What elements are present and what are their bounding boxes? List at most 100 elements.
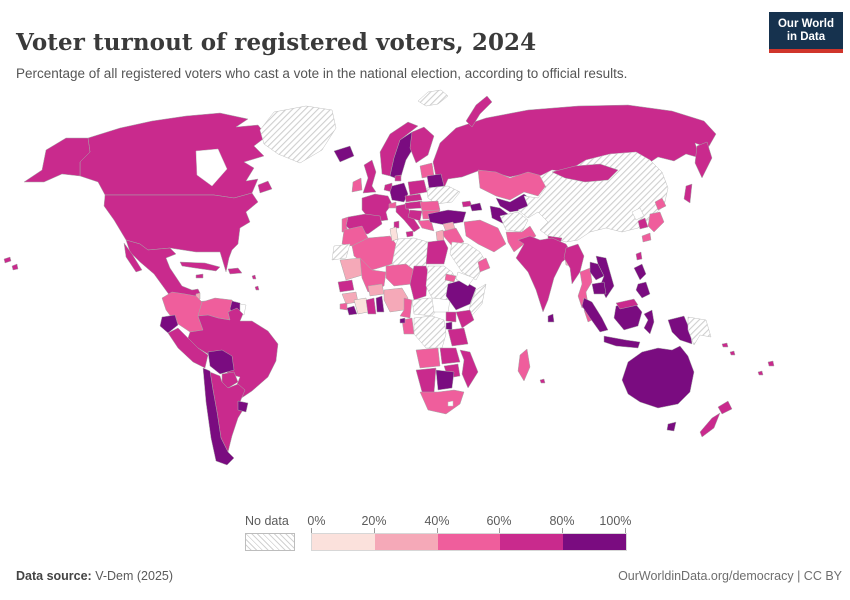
country-indonesia-sulawesi[interactable] xyxy=(643,309,655,335)
country-mauritius[interactable] xyxy=(539,378,546,384)
country-ecuador[interactable] xyxy=(159,314,179,334)
legend-bin-20-40%[interactable] xyxy=(374,534,438,550)
country-rwanda-burundi[interactable] xyxy=(445,321,453,331)
country-madagascar[interactable] xyxy=(517,348,531,382)
country-uk[interactable] xyxy=(362,159,377,194)
country-uruguay[interactable] xyxy=(237,400,249,413)
country-peru[interactable] xyxy=(167,327,209,369)
no-data-swatch[interactable] xyxy=(245,533,295,551)
country-zambia[interactable] xyxy=(439,347,461,365)
country-new-zealand[interactable] xyxy=(699,400,733,438)
owid-url-license-link[interactable]: OurWorldinData.org/democracy | CC BY xyxy=(618,569,842,583)
legend-bin-40-60%[interactable] xyxy=(437,534,501,550)
country-south-sudan[interactable] xyxy=(431,297,451,313)
country-iraq[interactable] xyxy=(439,227,465,247)
country-cameroon[interactable] xyxy=(399,297,413,319)
country-kazakhstan[interactable] xyxy=(477,169,547,201)
country-mexico[interactable] xyxy=(125,239,201,301)
country-iran[interactable] xyxy=(463,219,507,253)
country-china[interactable] xyxy=(517,151,669,243)
legend-bin-0-20%[interactable] xyxy=(312,534,375,550)
country-vanuatu-fiji[interactable] xyxy=(757,360,775,376)
country-canada[interactable] xyxy=(79,112,268,199)
country-indonesia-java[interactable] xyxy=(603,335,641,349)
country-eritrea[interactable] xyxy=(444,273,457,283)
country-dr-congo[interactable] xyxy=(413,315,447,349)
country-novaya-zemlya[interactable] xyxy=(465,95,493,128)
country-tanzania[interactable] xyxy=(447,327,469,347)
country-czech-slovakia[interactable] xyxy=(404,193,423,203)
country-denmark[interactable] xyxy=(394,174,402,182)
country-yemen[interactable] xyxy=(455,271,475,287)
country-liberia[interactable] xyxy=(346,305,358,316)
country-usa[interactable] xyxy=(103,192,259,273)
country-lesser-antilles[interactable] xyxy=(251,274,260,291)
country-sardinia[interactable] xyxy=(393,220,400,229)
country-namibia[interactable] xyxy=(415,367,437,395)
country-tasmania[interactable] xyxy=(666,421,677,432)
legend-bin-60-80%[interactable] xyxy=(500,534,564,550)
country-afghanistan[interactable] xyxy=(499,211,529,233)
country-kenya[interactable] xyxy=(455,309,475,329)
owid-logo[interactable]: Our World in Data xyxy=(768,12,843,53)
country-greenland[interactable] xyxy=(259,105,337,164)
country-western-sahara[interactable] xyxy=(331,243,351,261)
country-equatorial-guinea[interactable] xyxy=(399,317,406,324)
country-south-africa[interactable] xyxy=(419,389,465,415)
country-russia-sakhalin[interactable] xyxy=(683,183,693,204)
country-newfoundland[interactable] xyxy=(257,180,273,194)
country-burkina-faso[interactable] xyxy=(367,283,385,297)
country-senegal[interactable] xyxy=(337,279,355,293)
country-ukraine[interactable] xyxy=(426,185,461,205)
country-hawaii[interactable] xyxy=(3,256,19,271)
country-svalbard[interactable] xyxy=(417,89,449,107)
country-south-korea[interactable] xyxy=(637,217,649,230)
country-togo-benin[interactable] xyxy=(375,295,385,313)
country-bolivia[interactable] xyxy=(207,349,235,375)
country-somalia[interactable] xyxy=(467,283,487,321)
country-iceland[interactable] xyxy=(333,145,355,163)
country-poland[interactable] xyxy=(407,179,428,196)
country-chile[interactable] xyxy=(202,367,235,466)
country-solomon-islands[interactable] xyxy=(721,342,736,356)
country-sri-lanka[interactable] xyxy=(547,313,555,323)
country-niger[interactable] xyxy=(385,263,415,287)
country-ireland[interactable] xyxy=(351,177,363,193)
country-brazil[interactable] xyxy=(187,307,279,400)
country-japan[interactable] xyxy=(641,197,667,243)
country-cuba[interactable] xyxy=(179,261,221,272)
country-mali[interactable] xyxy=(359,257,387,293)
country-egypt[interactable] xyxy=(425,239,449,265)
country-malaysia-borneo[interactable] xyxy=(615,298,639,310)
country-lesotho[interactable] xyxy=(447,400,454,407)
country-azerbaijan[interactable] xyxy=(469,202,483,212)
country-ghana[interactable] xyxy=(365,297,377,315)
country-indonesia-papua[interactable] xyxy=(667,315,693,345)
country-romania[interactable] xyxy=(419,200,441,212)
country-greece[interactable] xyxy=(417,219,435,232)
country-uganda[interactable] xyxy=(445,311,457,323)
country-russia-kamchatka[interactable] xyxy=(694,141,713,179)
legend-bin-80-100%[interactable] xyxy=(563,534,626,550)
country-india[interactable] xyxy=(515,235,573,313)
country-dominican-republic[interactable] xyxy=(227,267,243,275)
country-jamaica[interactable] xyxy=(195,273,204,279)
country-papua-new-guinea[interactable] xyxy=(687,316,712,346)
country-turkey[interactable] xyxy=(427,209,467,226)
country-sicily[interactable] xyxy=(405,230,414,238)
country-angola[interactable] xyxy=(415,347,441,369)
country-finland[interactable] xyxy=(409,126,435,164)
country-oman[interactable] xyxy=(477,257,491,273)
country-indonesia-sumatra[interactable] xyxy=(581,297,609,333)
country-sierra-leone[interactable] xyxy=(339,302,348,311)
country-north-korea[interactable] xyxy=(631,207,645,221)
country-botswana[interactable] xyxy=(435,369,455,391)
country-laos[interactable] xyxy=(589,261,605,281)
country-cambodia[interactable] xyxy=(591,281,607,295)
country-taiwan[interactable] xyxy=(635,251,643,261)
country-philippines[interactable] xyxy=(633,263,651,299)
country-alaska[interactable] xyxy=(23,137,91,183)
country-mexico-baja[interactable] xyxy=(123,242,143,273)
country-germany[interactable] xyxy=(389,182,409,203)
country-vietnam[interactable] xyxy=(595,255,615,299)
